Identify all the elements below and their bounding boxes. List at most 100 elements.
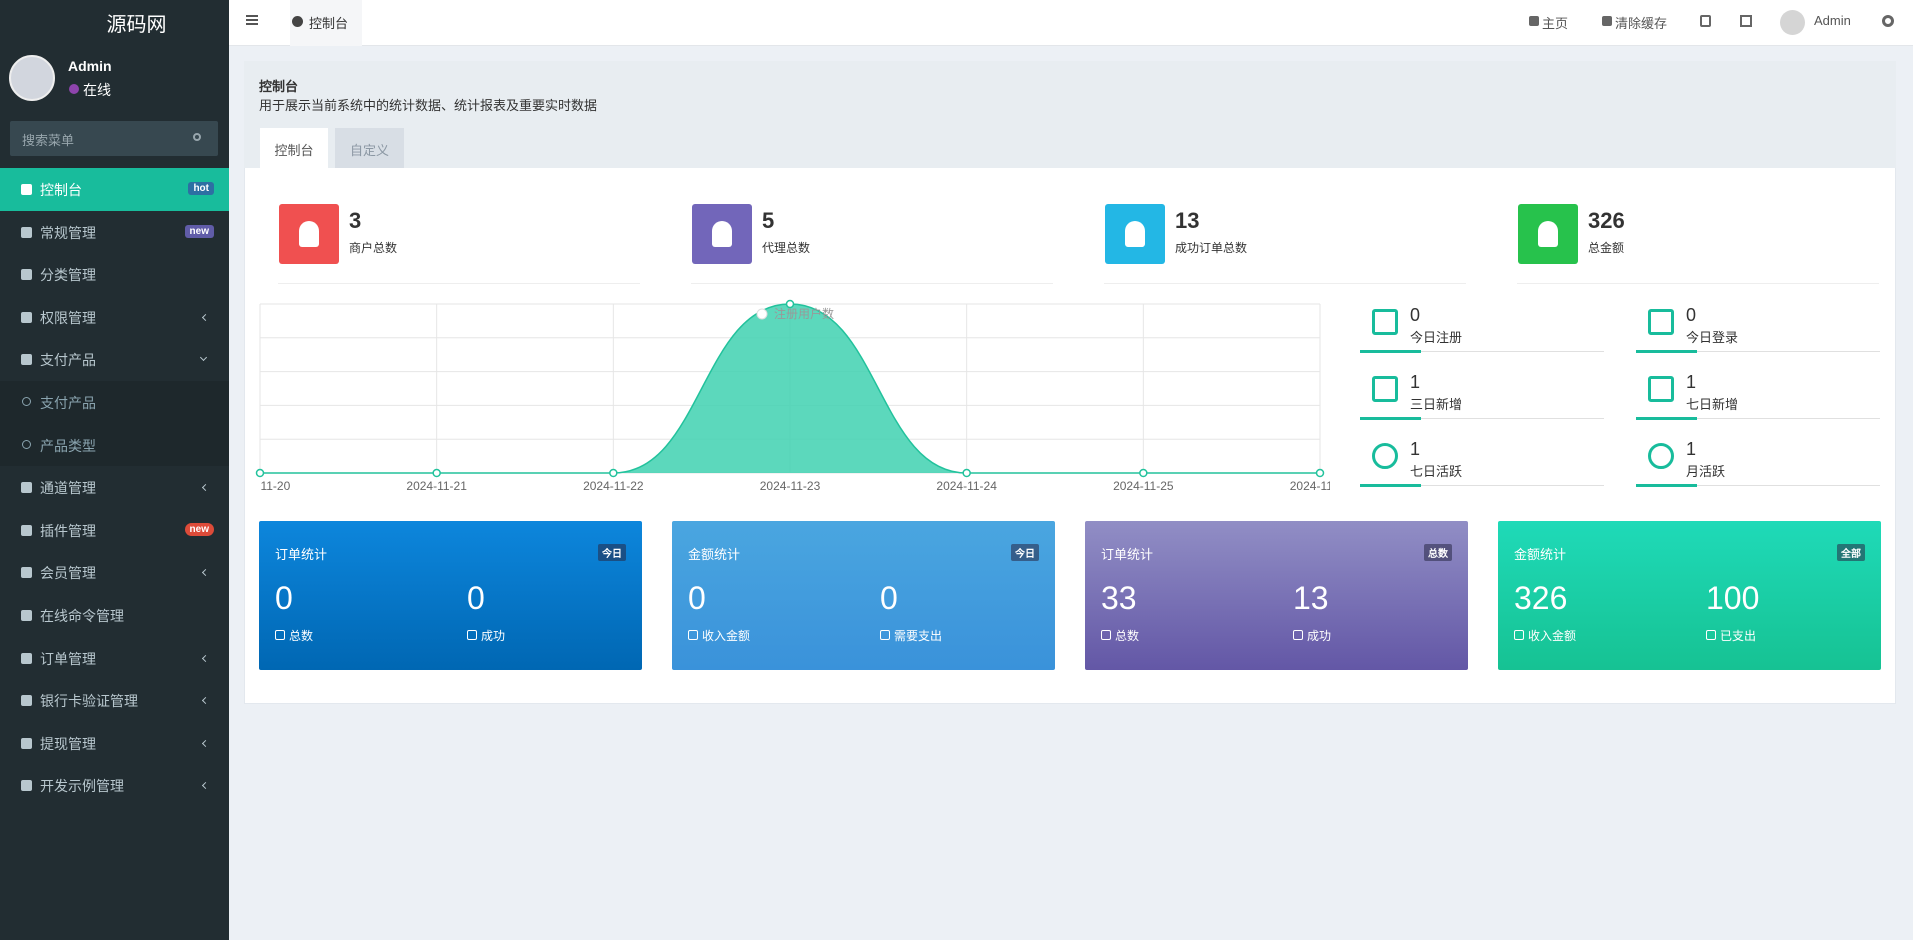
card-title: 金额统计 <box>688 547 741 562</box>
mini-accent <box>1360 350 1421 353</box>
card-value: 100 <box>1706 580 1760 616</box>
card-value: 326 <box>1514 580 1568 616</box>
panel-subtitle: 用于展示当前系统中的统计数据、统计报表及重要实时数据 <box>259 98 598 113</box>
menu-badge: hot <box>188 182 214 195</box>
menu-label[interactable]: 银行卡验证管理 <box>40 693 138 710</box>
icon <box>21 610 32 621</box>
header-user[interactable]: Admin <box>1814 13 1851 28</box>
icon <box>21 269 32 281</box>
stat-value: 3 <box>349 208 362 233</box>
submenu-label[interactable]: 支付产品 <box>40 395 96 411</box>
mini-value: 1 <box>1410 372 1421 392</box>
x-tick-label: 2024-11-25 <box>1113 479 1174 493</box>
menu-item[interactable] <box>0 551 229 594</box>
menu-item[interactable] <box>0 637 229 680</box>
menu-label[interactable]: 控制台 <box>40 182 82 198</box>
submenu-item[interactable] <box>0 381 229 424</box>
icon <box>1529 16 1539 26</box>
icon <box>292 16 303 27</box>
menu-label[interactable]: 权限管理 <box>40 309 96 326</box>
header-link[interactable]: 清除缓存 <box>1615 16 1668 31</box>
menu-toggle[interactable] <box>246 15 258 25</box>
menu-item[interactable] <box>0 338 229 381</box>
card-value: 33 <box>1101 580 1137 616</box>
menu-toggle-mid <box>246 19 258 21</box>
card-title: 订单统计 <box>1101 547 1154 562</box>
mini-label: 月活跃 <box>1686 464 1726 479</box>
point <box>785 299 795 309</box>
panel-title: 控制台 <box>259 79 299 94</box>
menu-label[interactable]: 插件管理 <box>40 522 96 539</box>
mini-accent <box>1636 484 1697 487</box>
icon <box>21 695 32 707</box>
icon <box>21 226 32 238</box>
mini-label: 三日新增 <box>1410 397 1463 412</box>
icon <box>193 133 201 141</box>
chart: 2024-11-20 2024-11-21 2024-11-22 2024-11-23… <box>250 299 1330 493</box>
submenu-label[interactable]: 产品类型 <box>40 437 96 454</box>
header-avatar[interactable] <box>1780 10 1805 35</box>
menu-item[interactable] <box>0 253 229 296</box>
menu-label[interactable]: 会员管理 <box>40 565 96 582</box>
area <box>260 304 1320 473</box>
mini-value: 1 <box>1686 372 1697 392</box>
menu-label[interactable]: 常规管理 <box>40 224 96 241</box>
menu-item[interactable] <box>0 722 229 765</box>
x-tick-label: 2024-11-24 <box>936 479 997 493</box>
topbar <box>229 0 1913 46</box>
icon <box>1882 15 1894 27</box>
card-value: 0 <box>688 580 706 616</box>
point <box>1315 468 1325 478</box>
icon <box>712 221 732 247</box>
panel-tab-label[interactable]: 自定义 <box>349 143 389 158</box>
mini-label: 今日注册 <box>1410 330 1463 345</box>
legend-marker <box>756 308 768 320</box>
mini-value: 1 <box>1686 439 1697 459</box>
user-status: 在线 <box>83 82 111 98</box>
icon <box>1740 15 1752 27</box>
stat-card <box>1498 521 1881 670</box>
search-placeholder: 搜索菜单 <box>22 133 75 148</box>
stat-divider <box>278 283 640 284</box>
x-tick-label: 2024-11-20 <box>250 479 291 493</box>
card-label: 成功 <box>1307 629 1332 643</box>
mini-divider <box>1636 351 1880 352</box>
mini-icon <box>1648 376 1674 402</box>
x-tick-label: 2024-11-23 <box>760 479 821 493</box>
mini-divider <box>1360 418 1604 419</box>
panel-tab[interactable] <box>335 128 404 168</box>
card-title: 订单统计 <box>275 547 328 562</box>
stat-card <box>259 521 642 670</box>
stat-divider <box>691 283 1053 284</box>
icon <box>21 184 32 195</box>
avatar <box>9 55 55 101</box>
stat-divider <box>1517 283 1879 284</box>
menu-label[interactable]: 分类管理 <box>40 267 96 284</box>
panel-header <box>244 61 1896 168</box>
menu-item[interactable] <box>0 296 229 339</box>
header-link[interactable]: 主页 <box>1542 16 1569 31</box>
card-label: 成功 <box>481 629 506 643</box>
panel-tab[interactable] <box>260 128 328 168</box>
icon <box>21 354 32 366</box>
card-value: 0 <box>467 580 485 616</box>
mini-icon <box>1372 309 1398 335</box>
stat-card <box>1085 521 1468 670</box>
menu-label[interactable]: 订单管理 <box>40 650 96 667</box>
menu-label[interactable]: 开发示例管理 <box>40 778 124 795</box>
card-value: 0 <box>275 580 293 616</box>
menu-label[interactable]: 提现管理 <box>40 735 96 752</box>
menu-item[interactable] <box>0 466 229 509</box>
menu-label[interactable]: 在线命令管理 <box>40 608 124 624</box>
menu-label[interactable]: 支付产品 <box>40 352 96 369</box>
mini-icon <box>1648 309 1674 335</box>
icon <box>688 630 698 640</box>
search-box[interactable] <box>10 121 218 156</box>
submenu-item[interactable] <box>0 423 229 467</box>
point <box>1139 468 1148 478</box>
panel-tab-label[interactable]: 控制台 <box>274 143 314 158</box>
x-tick-label: 2024-11-21 <box>406 479 467 493</box>
menu-label[interactable]: 通道管理 <box>40 480 96 497</box>
icon <box>21 652 32 664</box>
